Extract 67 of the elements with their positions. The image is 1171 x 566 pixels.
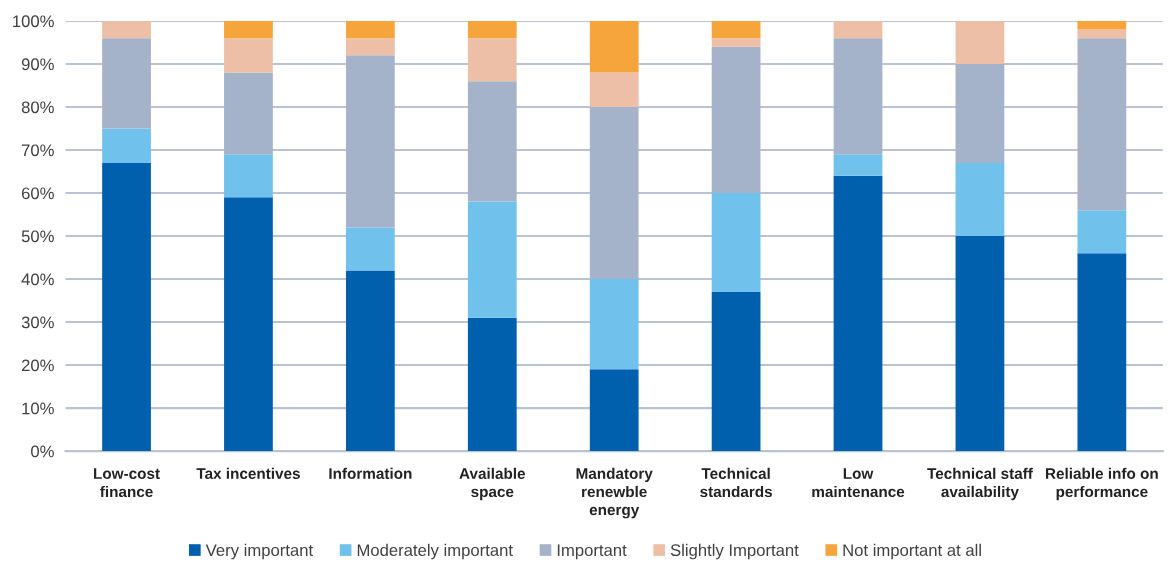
y-tick-label: 80%: [21, 101, 54, 114]
legend-label: Moderately important: [357, 543, 513, 560]
y-tick-label: 100%: [13, 15, 54, 28]
bar: [955, 63, 1005, 163]
y-tick-label: 30%: [21, 316, 54, 329]
bar: [589, 106, 639, 280]
bar: [589, 20, 639, 73]
x-tick-label: Technical standards: [700, 467, 772, 498]
x-tick-label: Information: [329, 467, 412, 479]
bar: [711, 46, 761, 194]
bar: [102, 162, 151, 452]
bar: [345, 38, 395, 56]
bar: [467, 20, 517, 39]
bar: [102, 38, 151, 129]
bar: [224, 197, 273, 452]
bar: [711, 193, 761, 292]
bar: [345, 20, 395, 39]
y-tick-label: 50%: [21, 230, 54, 243]
x-tick-label: Low maintenance: [812, 468, 905, 498]
bar: [833, 154, 883, 176]
bar: [589, 279, 639, 370]
bar: [1077, 210, 1127, 254]
bar: [224, 72, 273, 155]
x-tick-label: Tax incentives: [196, 467, 300, 479]
y-tick-label: 90%: [21, 58, 54, 71]
bar: [467, 38, 517, 82]
bar: [1077, 29, 1127, 39]
bar: [711, 20, 761, 39]
bar: [345, 227, 395, 271]
legend-label: Not important at all: [843, 543, 981, 560]
bar: [1077, 38, 1127, 211]
bar: [955, 236, 1005, 452]
x-tick-label: Mandatory renewble energy: [576, 467, 653, 519]
bar: [467, 81, 517, 202]
bar: [711, 291, 761, 452]
x-tick-label: Available space: [459, 467, 526, 501]
y-tick-label: 70%: [21, 144, 54, 157]
bar: [467, 201, 517, 318]
y-tick-label: 0%: [31, 445, 54, 458]
legend-label: Important: [557, 544, 627, 560]
bar: [224, 38, 273, 73]
legend-label: Slightly Important: [670, 543, 799, 560]
x-tick-label: Low-cost finance: [94, 468, 160, 498]
bar: [833, 20, 883, 39]
bar: [955, 162, 1005, 237]
bar: [589, 369, 639, 452]
bar: [467, 317, 517, 452]
y-tick-label: 40%: [21, 273, 54, 286]
bar: [102, 20, 151, 39]
x-tick-label: Reliable info on performance: [1046, 467, 1158, 501]
bar: [345, 270, 395, 452]
bar: [589, 72, 639, 107]
bar: [711, 38, 761, 47]
bar: [345, 55, 395, 228]
legend-label: Very important: [205, 543, 313, 560]
bar: [224, 154, 273, 198]
bar: [833, 175, 883, 452]
y-tick-label: 60%: [21, 187, 54, 200]
bar: [833, 38, 883, 155]
y-tick-label: 10%: [22, 402, 54, 415]
bar: [102, 128, 151, 163]
bar: [1077, 253, 1127, 452]
bar: [1077, 20, 1127, 30]
y-tick-label: 20%: [21, 359, 54, 372]
x-tick-label: Technical staff availability: [927, 467, 1033, 501]
bar: [224, 20, 273, 39]
bar: [955, 20, 1005, 64]
